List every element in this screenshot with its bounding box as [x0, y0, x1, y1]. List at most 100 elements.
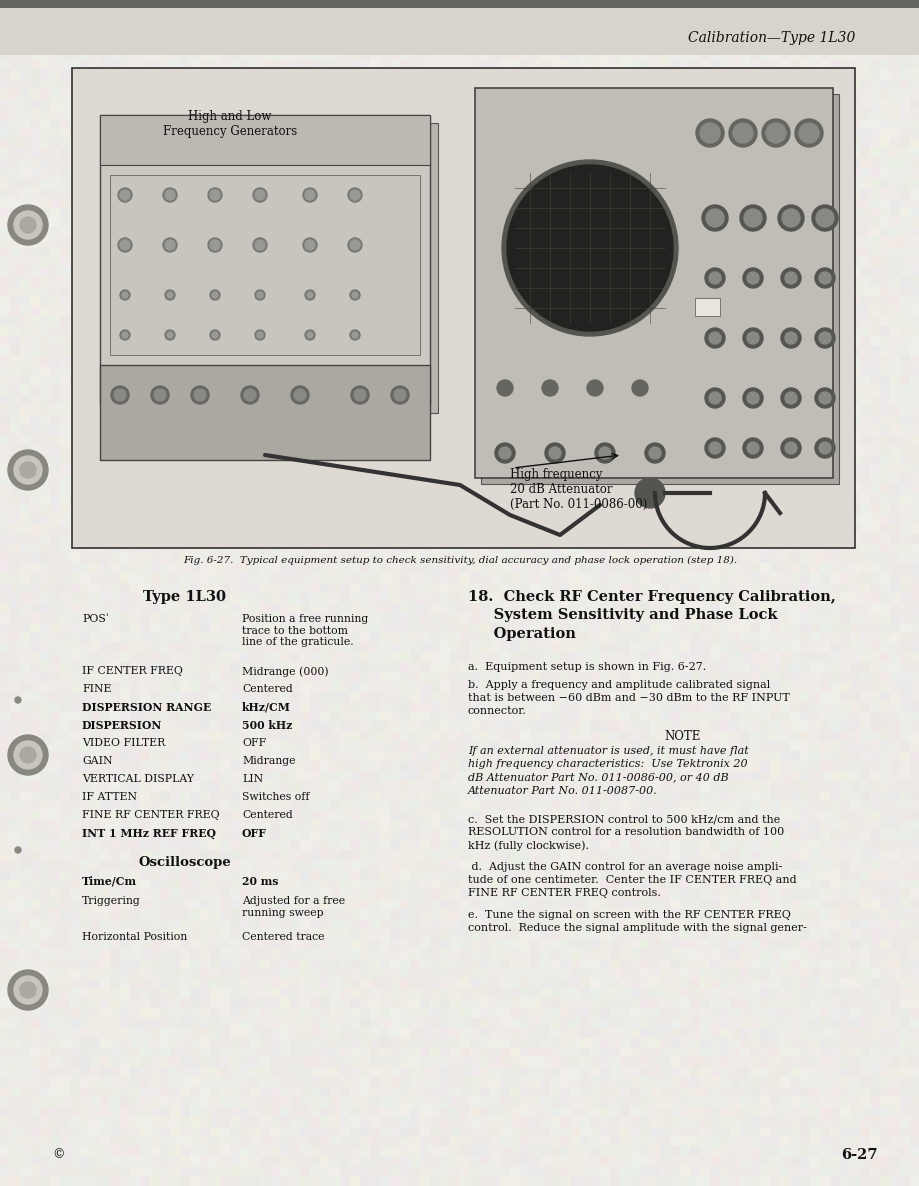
Circle shape	[780, 438, 800, 458]
Circle shape	[114, 389, 126, 401]
Circle shape	[20, 463, 36, 478]
Text: FINE RF CENTER FREQ: FINE RF CENTER FREQ	[82, 810, 220, 820]
Circle shape	[709, 442, 720, 454]
Circle shape	[780, 388, 800, 408]
Text: OFF: OFF	[242, 828, 267, 839]
Text: Centered: Centered	[242, 684, 292, 694]
Text: Fig. 6-27.  Typical equipment setup to check sensitivity, dial accuracy and phas: Fig. 6-27. Typical equipment setup to ch…	[183, 556, 736, 565]
Circle shape	[696, 119, 723, 147]
Circle shape	[210, 240, 220, 250]
Circle shape	[784, 332, 796, 344]
Circle shape	[347, 238, 361, 251]
Circle shape	[8, 205, 48, 246]
Text: NOTE: NOTE	[664, 731, 700, 742]
Bar	[0, 0, 919, 55]
Circle shape	[256, 332, 263, 338]
Circle shape	[151, 385, 169, 404]
Text: DISPERSION RANGE: DISPERSION RANGE	[82, 702, 211, 713]
Circle shape	[20, 982, 36, 997]
Circle shape	[14, 741, 42, 769]
Text: ©: ©	[52, 1148, 64, 1161]
Text: High frequency
20 dB Attenuator
(Part No. 011-0086-00): High frequency 20 dB Attenuator (Part No…	[509, 468, 647, 511]
Circle shape	[743, 329, 762, 347]
Text: kHz/CM: kHz/CM	[242, 702, 290, 713]
Circle shape	[777, 205, 803, 231]
Circle shape	[746, 393, 758, 404]
Circle shape	[541, 380, 558, 396]
Circle shape	[167, 332, 173, 338]
Text: POSˈ: POSˈ	[82, 614, 108, 624]
Circle shape	[111, 385, 129, 404]
Circle shape	[732, 123, 752, 144]
Circle shape	[208, 238, 221, 251]
Text: INT 1 MHz REF FREQ: INT 1 MHz REF FREQ	[82, 828, 216, 839]
Circle shape	[506, 165, 673, 331]
Text: Centered: Centered	[242, 810, 292, 820]
Text: OFF: OFF	[242, 738, 266, 748]
Circle shape	[784, 393, 796, 404]
Circle shape	[211, 332, 218, 338]
Circle shape	[305, 291, 314, 300]
Bar	[474, 88, 832, 478]
Text: Midrange (000): Midrange (000)	[242, 667, 328, 676]
Text: Type 1L30: Type 1L30	[143, 589, 226, 604]
Circle shape	[255, 330, 265, 340]
Text: FINE: FINE	[82, 684, 111, 694]
Circle shape	[818, 442, 830, 454]
Circle shape	[704, 438, 724, 458]
Circle shape	[352, 292, 357, 298]
Circle shape	[163, 238, 176, 251]
Bar	[481, 94, 838, 484]
Circle shape	[704, 268, 724, 288]
Circle shape	[743, 438, 762, 458]
Circle shape	[167, 292, 173, 298]
Bar	[110, 176, 420, 355]
Circle shape	[8, 970, 48, 1010]
Circle shape	[794, 119, 823, 147]
Circle shape	[14, 976, 42, 1005]
Circle shape	[8, 449, 48, 490]
Circle shape	[349, 240, 359, 250]
Circle shape	[818, 272, 830, 283]
Circle shape	[761, 119, 789, 147]
Circle shape	[20, 747, 36, 763]
Circle shape	[746, 332, 758, 344]
Circle shape	[118, 189, 131, 202]
Circle shape	[349, 291, 359, 300]
Text: VIDEO FILTER: VIDEO FILTER	[82, 738, 165, 748]
Circle shape	[502, 160, 677, 336]
Circle shape	[781, 209, 800, 227]
Circle shape	[211, 292, 218, 298]
Circle shape	[818, 332, 830, 344]
Circle shape	[728, 119, 756, 147]
Circle shape	[393, 389, 405, 401]
Circle shape	[709, 393, 720, 404]
Circle shape	[699, 123, 720, 144]
Circle shape	[739, 205, 766, 231]
Text: GAIN: GAIN	[82, 755, 112, 766]
Circle shape	[354, 389, 366, 401]
Circle shape	[780, 329, 800, 347]
Circle shape	[255, 240, 265, 250]
Circle shape	[256, 292, 263, 298]
Circle shape	[14, 211, 42, 240]
Text: LIN: LIN	[242, 774, 263, 784]
Text: 500 kHz: 500 kHz	[242, 720, 292, 731]
Circle shape	[119, 240, 130, 250]
Text: IF CENTER FREQ: IF CENTER FREQ	[82, 667, 183, 676]
Circle shape	[165, 330, 175, 340]
Circle shape	[290, 385, 309, 404]
Text: 20 ms: 20 ms	[242, 876, 278, 887]
Circle shape	[165, 190, 175, 200]
Circle shape	[814, 438, 834, 458]
Circle shape	[305, 190, 314, 200]
Circle shape	[14, 455, 42, 484]
Circle shape	[391, 385, 409, 404]
Text: Oscilloscope: Oscilloscope	[139, 856, 231, 869]
Circle shape	[191, 385, 209, 404]
Circle shape	[208, 189, 221, 202]
Circle shape	[165, 240, 175, 250]
Circle shape	[743, 209, 761, 227]
Circle shape	[119, 291, 130, 300]
Circle shape	[349, 330, 359, 340]
